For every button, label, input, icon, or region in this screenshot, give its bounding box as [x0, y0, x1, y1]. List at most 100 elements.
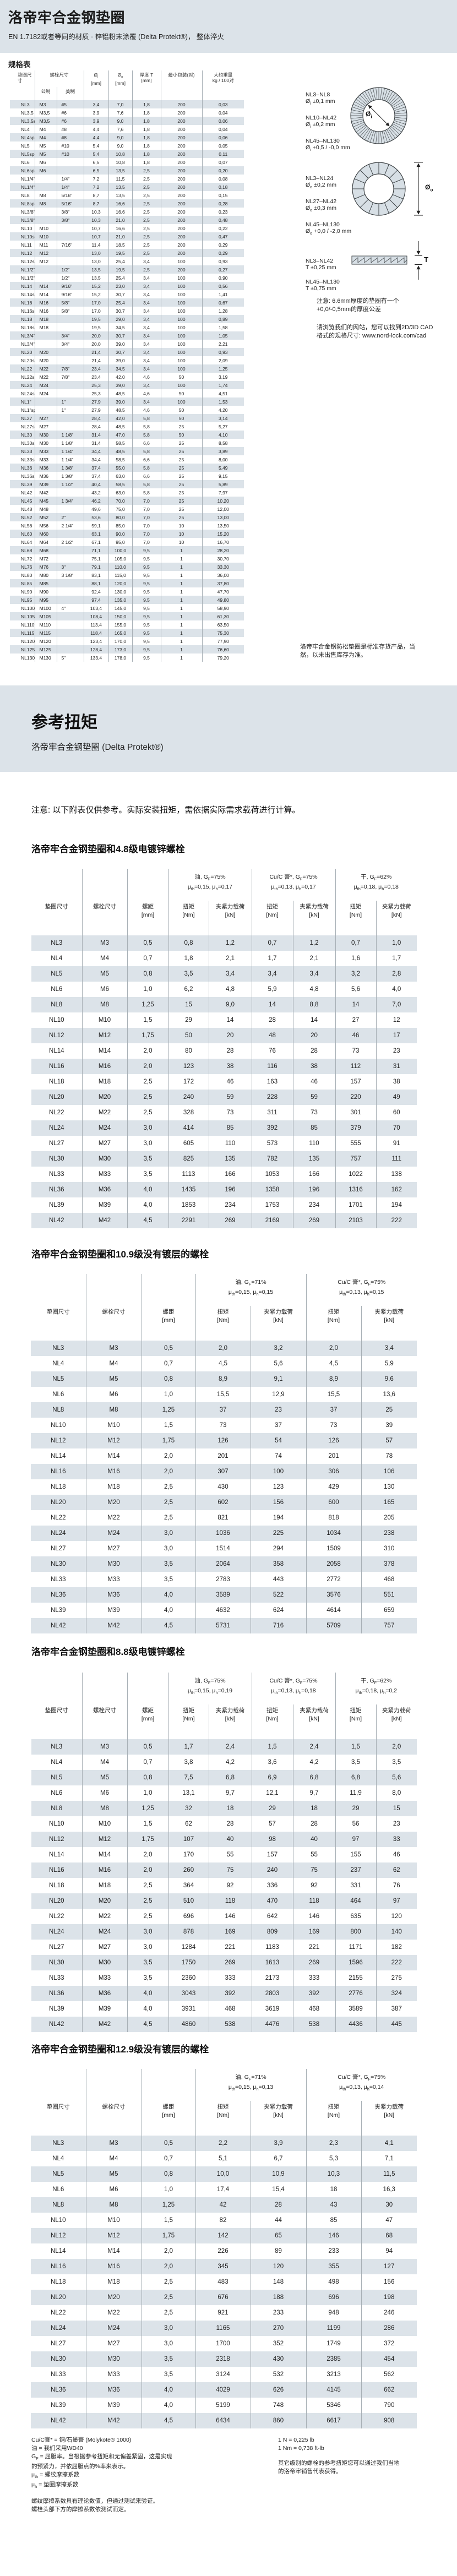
torque-cell: 157 [251, 1847, 293, 1862]
spec-cell: 0,89 [202, 315, 244, 323]
torque-cell: NL8 [31, 1402, 86, 1418]
spec-cell: NL60 [10, 530, 35, 538]
torque-col-header: 夹紧力载荷 [kN] [208, 1704, 252, 1739]
torque-cell: 333 [208, 1970, 252, 1986]
torque-cell: 15,5 [306, 1387, 361, 1402]
torque-cell: 2,0 [141, 1448, 195, 1464]
torque-cell: 307 [195, 1464, 251, 1479]
spec-cell: M80 [34, 571, 57, 579]
spec-cell: 0,05 [202, 141, 244, 150]
torque-table-row: NL36 M36 4,0 3589 522 3576 551 [31, 1587, 417, 1603]
cad-note[interactable]: 请浏览我们的网站，您可以找到2D/3D CAD 格式的规格尺寸: www.nord… [317, 324, 433, 339]
spec-cell: NL6sp [10, 166, 35, 175]
tolerance-note: NL3–NL24 Øo ±0,2 mm [306, 175, 336, 190]
page-subtitle: EN 1.7182或者等同的材质 · 锌铝粉末涂覆 (Delta Protekt… [8, 33, 224, 41]
spec-cell: NL1/2" [10, 265, 35, 274]
torque-header-spacer [85, 2069, 142, 2101]
spec-cell: 46,2 [83, 497, 109, 505]
spec-cell: 5/16" [56, 199, 84, 208]
spec-table-row: NL14 M14 9/16" 15,2 23,0 3,4 100 0,56 [10, 282, 244, 290]
spec-cell: 79,1 [83, 563, 109, 571]
torque-cell: 62 [168, 1816, 209, 1832]
spec-cell: 1,05 [202, 331, 244, 340]
spec-cell [56, 232, 84, 241]
spec-cell: 9,5 [132, 620, 161, 629]
torque-cell: 2,0 [141, 1464, 195, 1479]
torque-cell: M14 [85, 2243, 142, 2259]
spec-cell: NL3/8" [21, 209, 35, 215]
spec-cell [56, 620, 84, 629]
torque-cell: 2,5 [141, 2305, 195, 2321]
torque-cell: 12,9 [250, 1387, 306, 1402]
spec-cell: 25 [160, 422, 203, 431]
spec-cell: NL14sp [21, 291, 35, 297]
spec-cell: 1 [160, 587, 203, 596]
torque-cell: 40 [208, 1832, 252, 1847]
spec-cell: M3 [34, 100, 57, 108]
torque-cell: NL30 [31, 1955, 82, 1970]
torque-table-row: NL33 M33 3,5 1113 166 1053 166 1022 138 [31, 1167, 417, 1182]
torque-table-row: NL16 M16 2,0 123 38 116 38 112 31 [31, 1059, 417, 1074]
spec-cell: M27 [34, 422, 57, 431]
spec-cell: 3,4 [132, 282, 161, 290]
torque-cell: NL4 [51, 955, 63, 962]
torque-cell: 47 [361, 2213, 417, 2228]
torque-cell: 107 [168, 1832, 209, 1847]
spec-cell: 1 [160, 571, 203, 579]
footnote-line: 螺栓头部下方的摩擦系数依测试而定。 [31, 2506, 130, 2513]
torque-cell: 65 [250, 2228, 306, 2243]
spec-cell: 2,5 [132, 241, 161, 249]
spec-cell: M20 [34, 348, 57, 356]
torque-cell: 2,5 [127, 1878, 168, 1893]
footnotes-right: 1 N = 0,225 lb 1 Nm = 0,738 ft-lb 其它级别的螺栓的… [278, 2436, 400, 2476]
torque-cell: 156 [361, 2274, 417, 2290]
spec-cell: 150,0 [108, 612, 133, 620]
spec-cell: 2,5 [132, 175, 161, 183]
spec-cell: M22 [34, 373, 57, 381]
torque-cell: 222 [376, 1213, 417, 1228]
spec-cell: 5/8" [56, 307, 84, 315]
spec-cell: NL12 [10, 249, 35, 257]
spec-cell: M16 [34, 298, 57, 307]
spec-cell: 3,89 [202, 447, 244, 455]
torque-cell: M33 [81, 1970, 127, 1986]
spec-cell: M130 [34, 653, 57, 662]
spec-cell: 21,4 [83, 356, 109, 364]
torque-cell: 3,5 [376, 1755, 417, 1770]
torque-cell: M33 [81, 1167, 127, 1182]
spec-cell: 5,49 [202, 464, 244, 472]
torque-cell: 2,5 [141, 2274, 195, 2290]
spec-cell: 6,6 [132, 439, 161, 447]
spec-cell: 25 [160, 464, 203, 472]
torque-cell: M39 [81, 1197, 127, 1213]
spec-cell [56, 389, 84, 397]
torque-cell: 1514 [195, 1541, 251, 1556]
spec-cell: 3 1/8" [56, 571, 84, 579]
spec-table-row: NL72 M72 75,1 105,0 9,5 1 30,70 [10, 554, 244, 563]
torque-cell: M4 [85, 1356, 142, 1371]
torque-col-header: 螺栓尺寸 [81, 1704, 127, 1739]
spec-cell: M3,5 [34, 108, 57, 117]
spec-cell: NL22sp [21, 374, 35, 380]
spec-cell: 70,0 [108, 497, 133, 505]
torque-cell: 155 [335, 1847, 376, 1862]
spec-cell: M3,5 [34, 117, 57, 125]
torque-cell: 2,1 [208, 951, 252, 966]
torque-cell: 538 [292, 2017, 335, 2032]
torque-cell: 1,5 [141, 1418, 195, 1433]
torque-cell: 14 [335, 997, 376, 1012]
torque-cell: NL14 [51, 2248, 66, 2254]
torque-cell: 15 [376, 1801, 417, 1816]
spec-cell: 71,1 [83, 546, 109, 554]
spec-cell: 1 1/2" [56, 480, 84, 488]
spec-cell: NL30 [10, 431, 35, 439]
torque-cell: 2776 [335, 1986, 376, 2001]
torque-cell: M20 [81, 1090, 127, 1105]
spec-cell: 100 [160, 290, 203, 298]
spec-cell: M8 [34, 199, 57, 208]
spec-cell: 50 [160, 414, 203, 422]
spec-cell: 0,56 [202, 282, 244, 290]
torque-cell: M8 [85, 1402, 142, 1418]
spec-cell: 49,80 [202, 596, 244, 604]
torque-cell: 106 [361, 1464, 417, 1479]
